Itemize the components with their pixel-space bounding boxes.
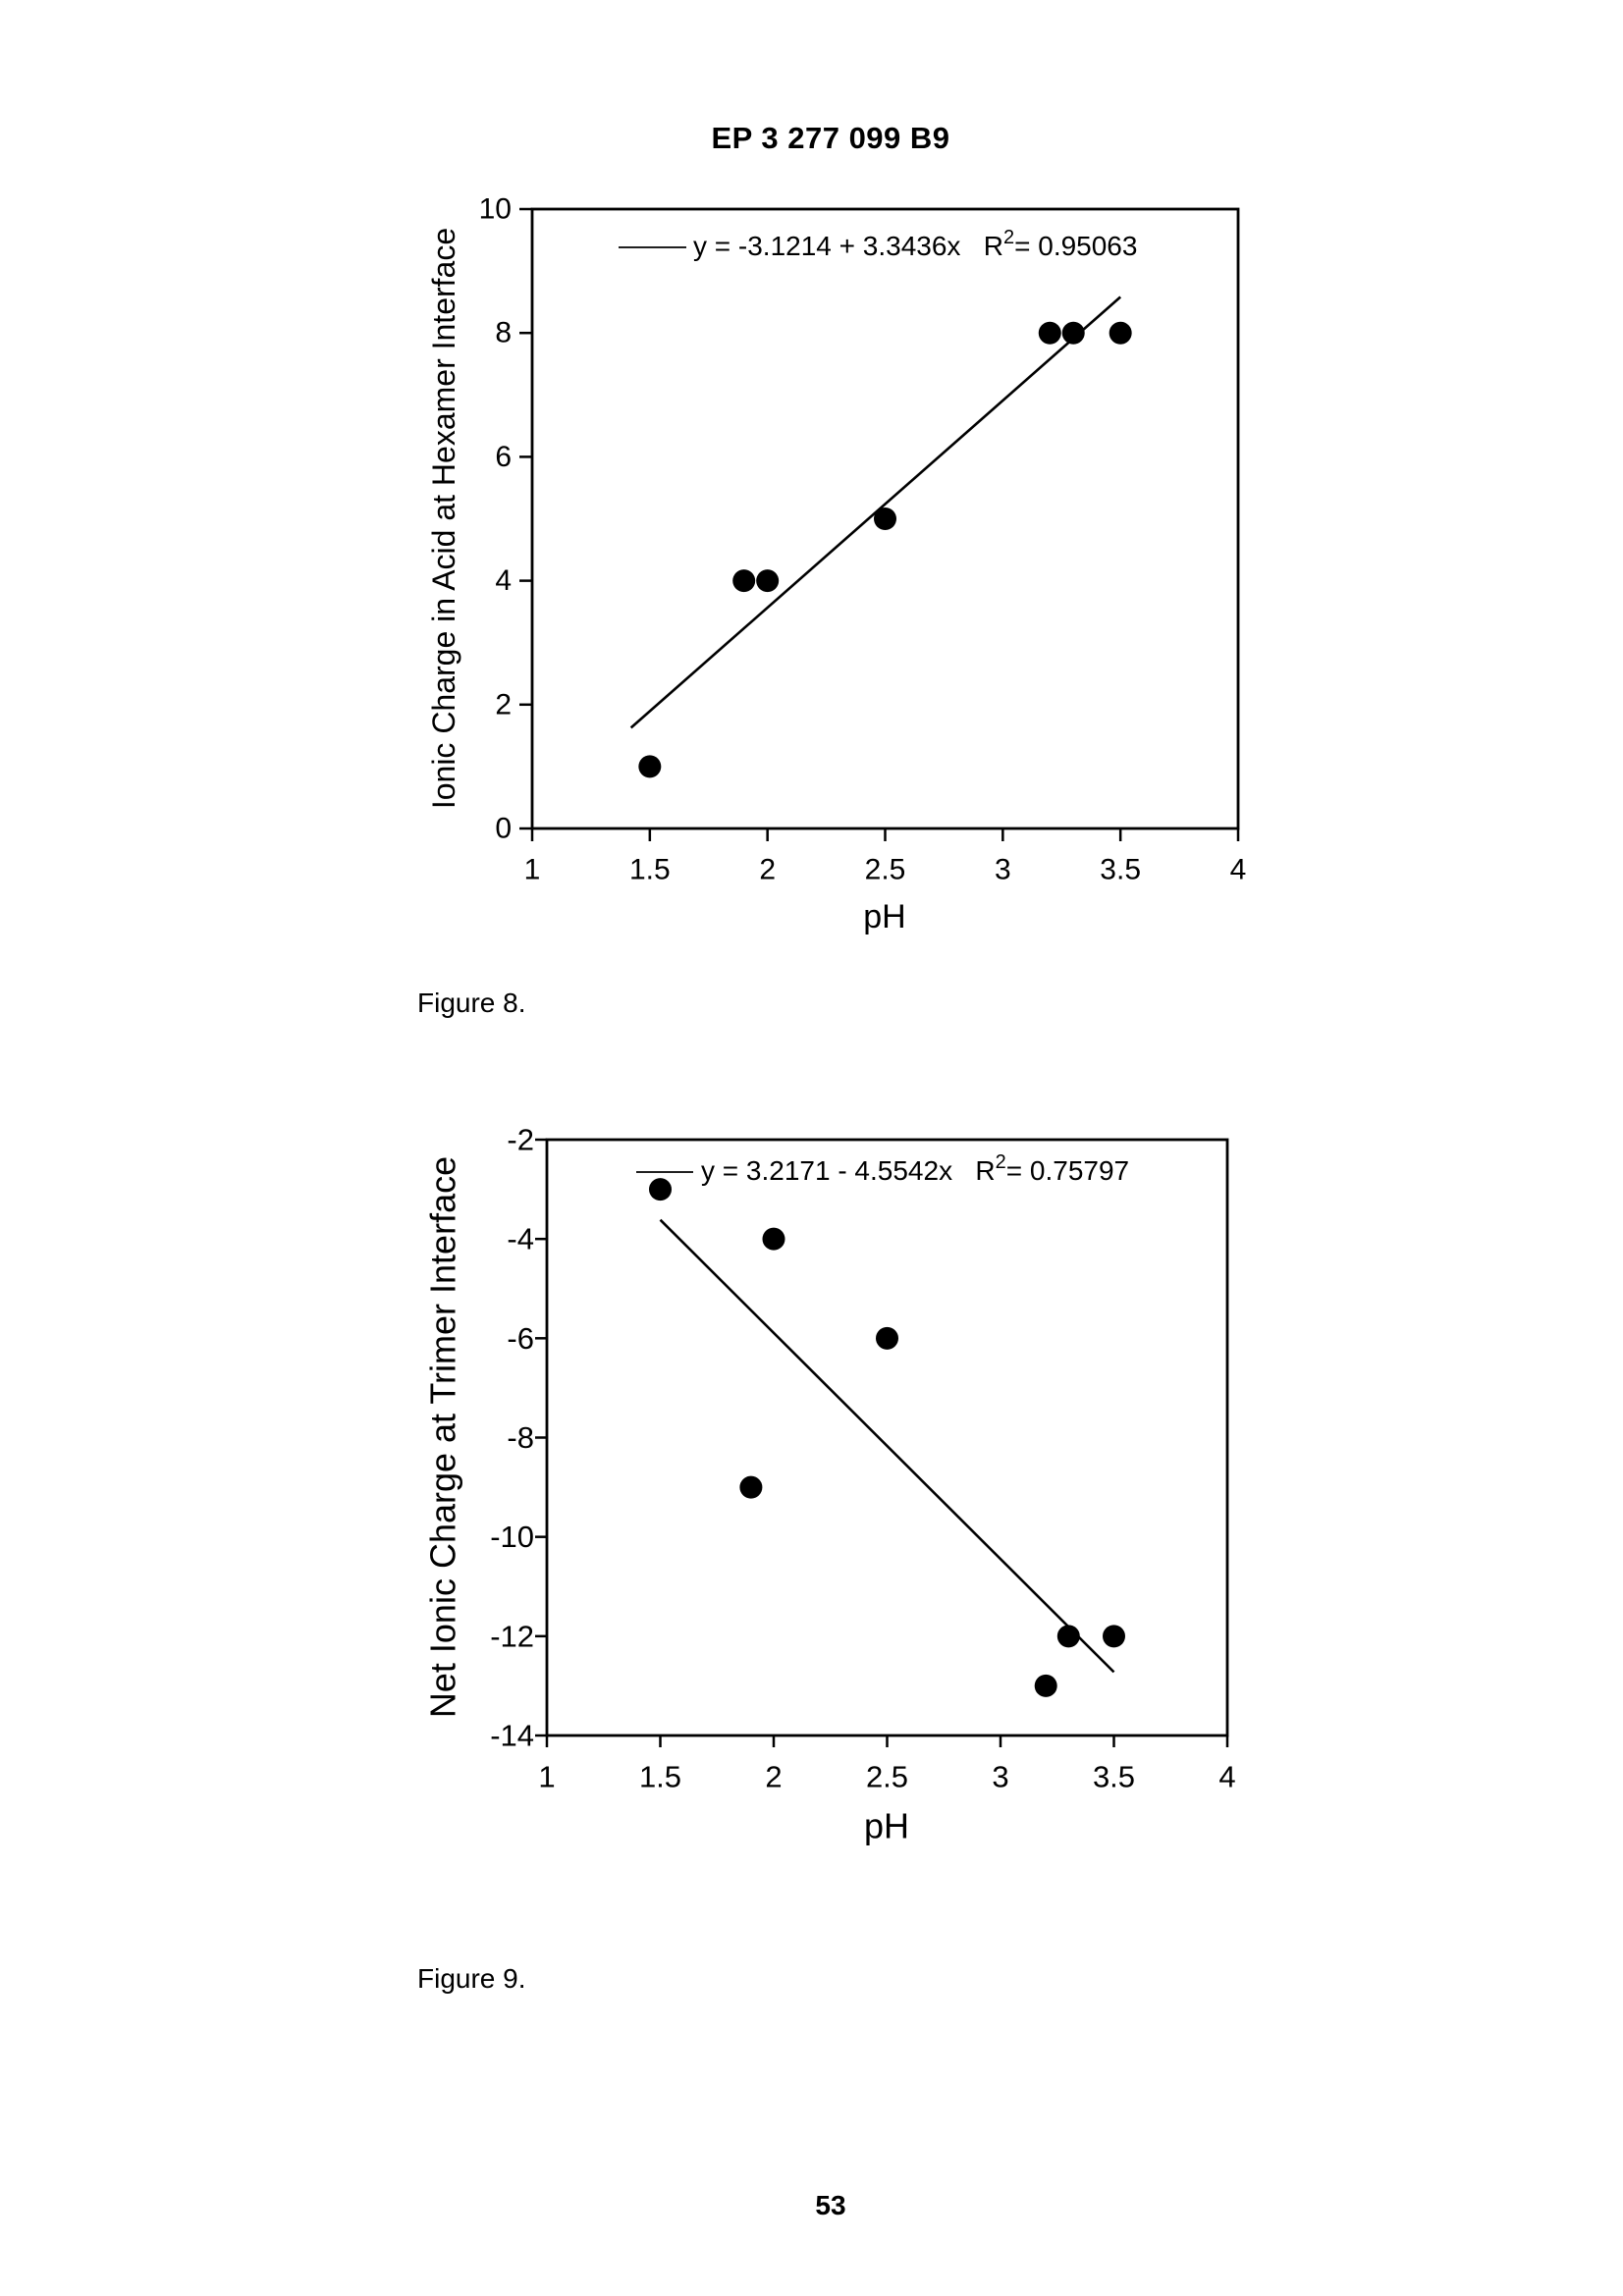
data-point [649,1178,672,1201]
figure8-caption: Figure 8. [417,988,526,1018]
data-point [1103,1625,1125,1648]
data-point [756,569,780,593]
x-tick-label: 4 [1230,854,1247,886]
document-header: EP 3 277 099 B9 [711,121,950,155]
y-tick-label: 0 [495,813,512,845]
figure8-chart: 1 1.5 2 2.5 3 3.5 4 0 2 4 6 8 10 pH Ionic Charge in Ac… [426,193,1247,936]
x-tick-label: 4 [1218,1760,1235,1794]
data-point [1056,1625,1080,1648]
y-tick-label: 6 [495,441,512,473]
equation-label: y = -3.1214 + 3.3436x R2= 0.95063 [693,227,1137,261]
plot-frame [545,1138,1229,1737]
data-point [1038,321,1061,345]
data-point [762,1227,785,1251]
x-tick-label: 3 [995,854,1011,886]
y-tick-label: 4 [495,564,512,597]
x-tick-label: 3.5 [1093,1760,1135,1794]
trend-line [659,1218,1115,1674]
data-point [739,1475,763,1499]
y-axis-title: Net Ionic Charge at Trimer Interface [423,1156,463,1718]
page-number: 53 [815,2190,846,2220]
equation-label: y = 3.2171 - 4.5542x R2= 0.75797 [701,1151,1129,1186]
y-tick-label: 10 [479,193,512,226]
data-point [638,755,662,778]
y-tick-label: -6 [507,1321,534,1356]
y-tick-label: 8 [495,317,512,349]
x-tick-label: 2.5 [865,854,906,886]
x-tick-label: 3.5 [1100,854,1141,886]
data-point [1109,321,1132,345]
data-point [1034,1674,1057,1697]
figure9-chart: 1 1.5 2 2.5 3 3.5 4 -2 -4 -6 -8 -10 -12 -14 pH Net Ioni… [423,1123,1236,1846]
y-tick-label: -12 [490,1619,534,1653]
data-point [732,569,756,593]
y-tick-label: -2 [507,1123,534,1157]
x-tick-label: 1 [524,854,541,886]
x-tick-label: 1 [538,1760,555,1794]
y-axis-title: Ionic Charge in Acid at Hexamer Interfac… [426,228,461,809]
trend-line [629,295,1122,729]
y-tick-label: -10 [490,1520,534,1554]
data-point [874,507,896,530]
x-axis-title: pH [863,898,905,935]
y-tick-label: -14 [490,1719,534,1753]
x-tick-label: 2 [765,1760,782,1794]
x-tick-label: 2 [759,854,776,886]
y-tick-label: -8 [507,1420,534,1455]
x-tick-label: 1.5 [639,1760,681,1794]
y-tick-label: 2 [495,688,512,721]
data-point [1061,321,1085,345]
x-tick-label: 3 [992,1760,1008,1794]
x-axis-title: pH [864,1806,909,1846]
y-tick-label: -4 [507,1222,534,1256]
figure9-caption: Figure 9. [417,1963,526,1994]
x-tick-label: 1.5 [629,854,671,886]
x-tick-label: 2.5 [866,1760,908,1794]
data-point [876,1326,898,1350]
